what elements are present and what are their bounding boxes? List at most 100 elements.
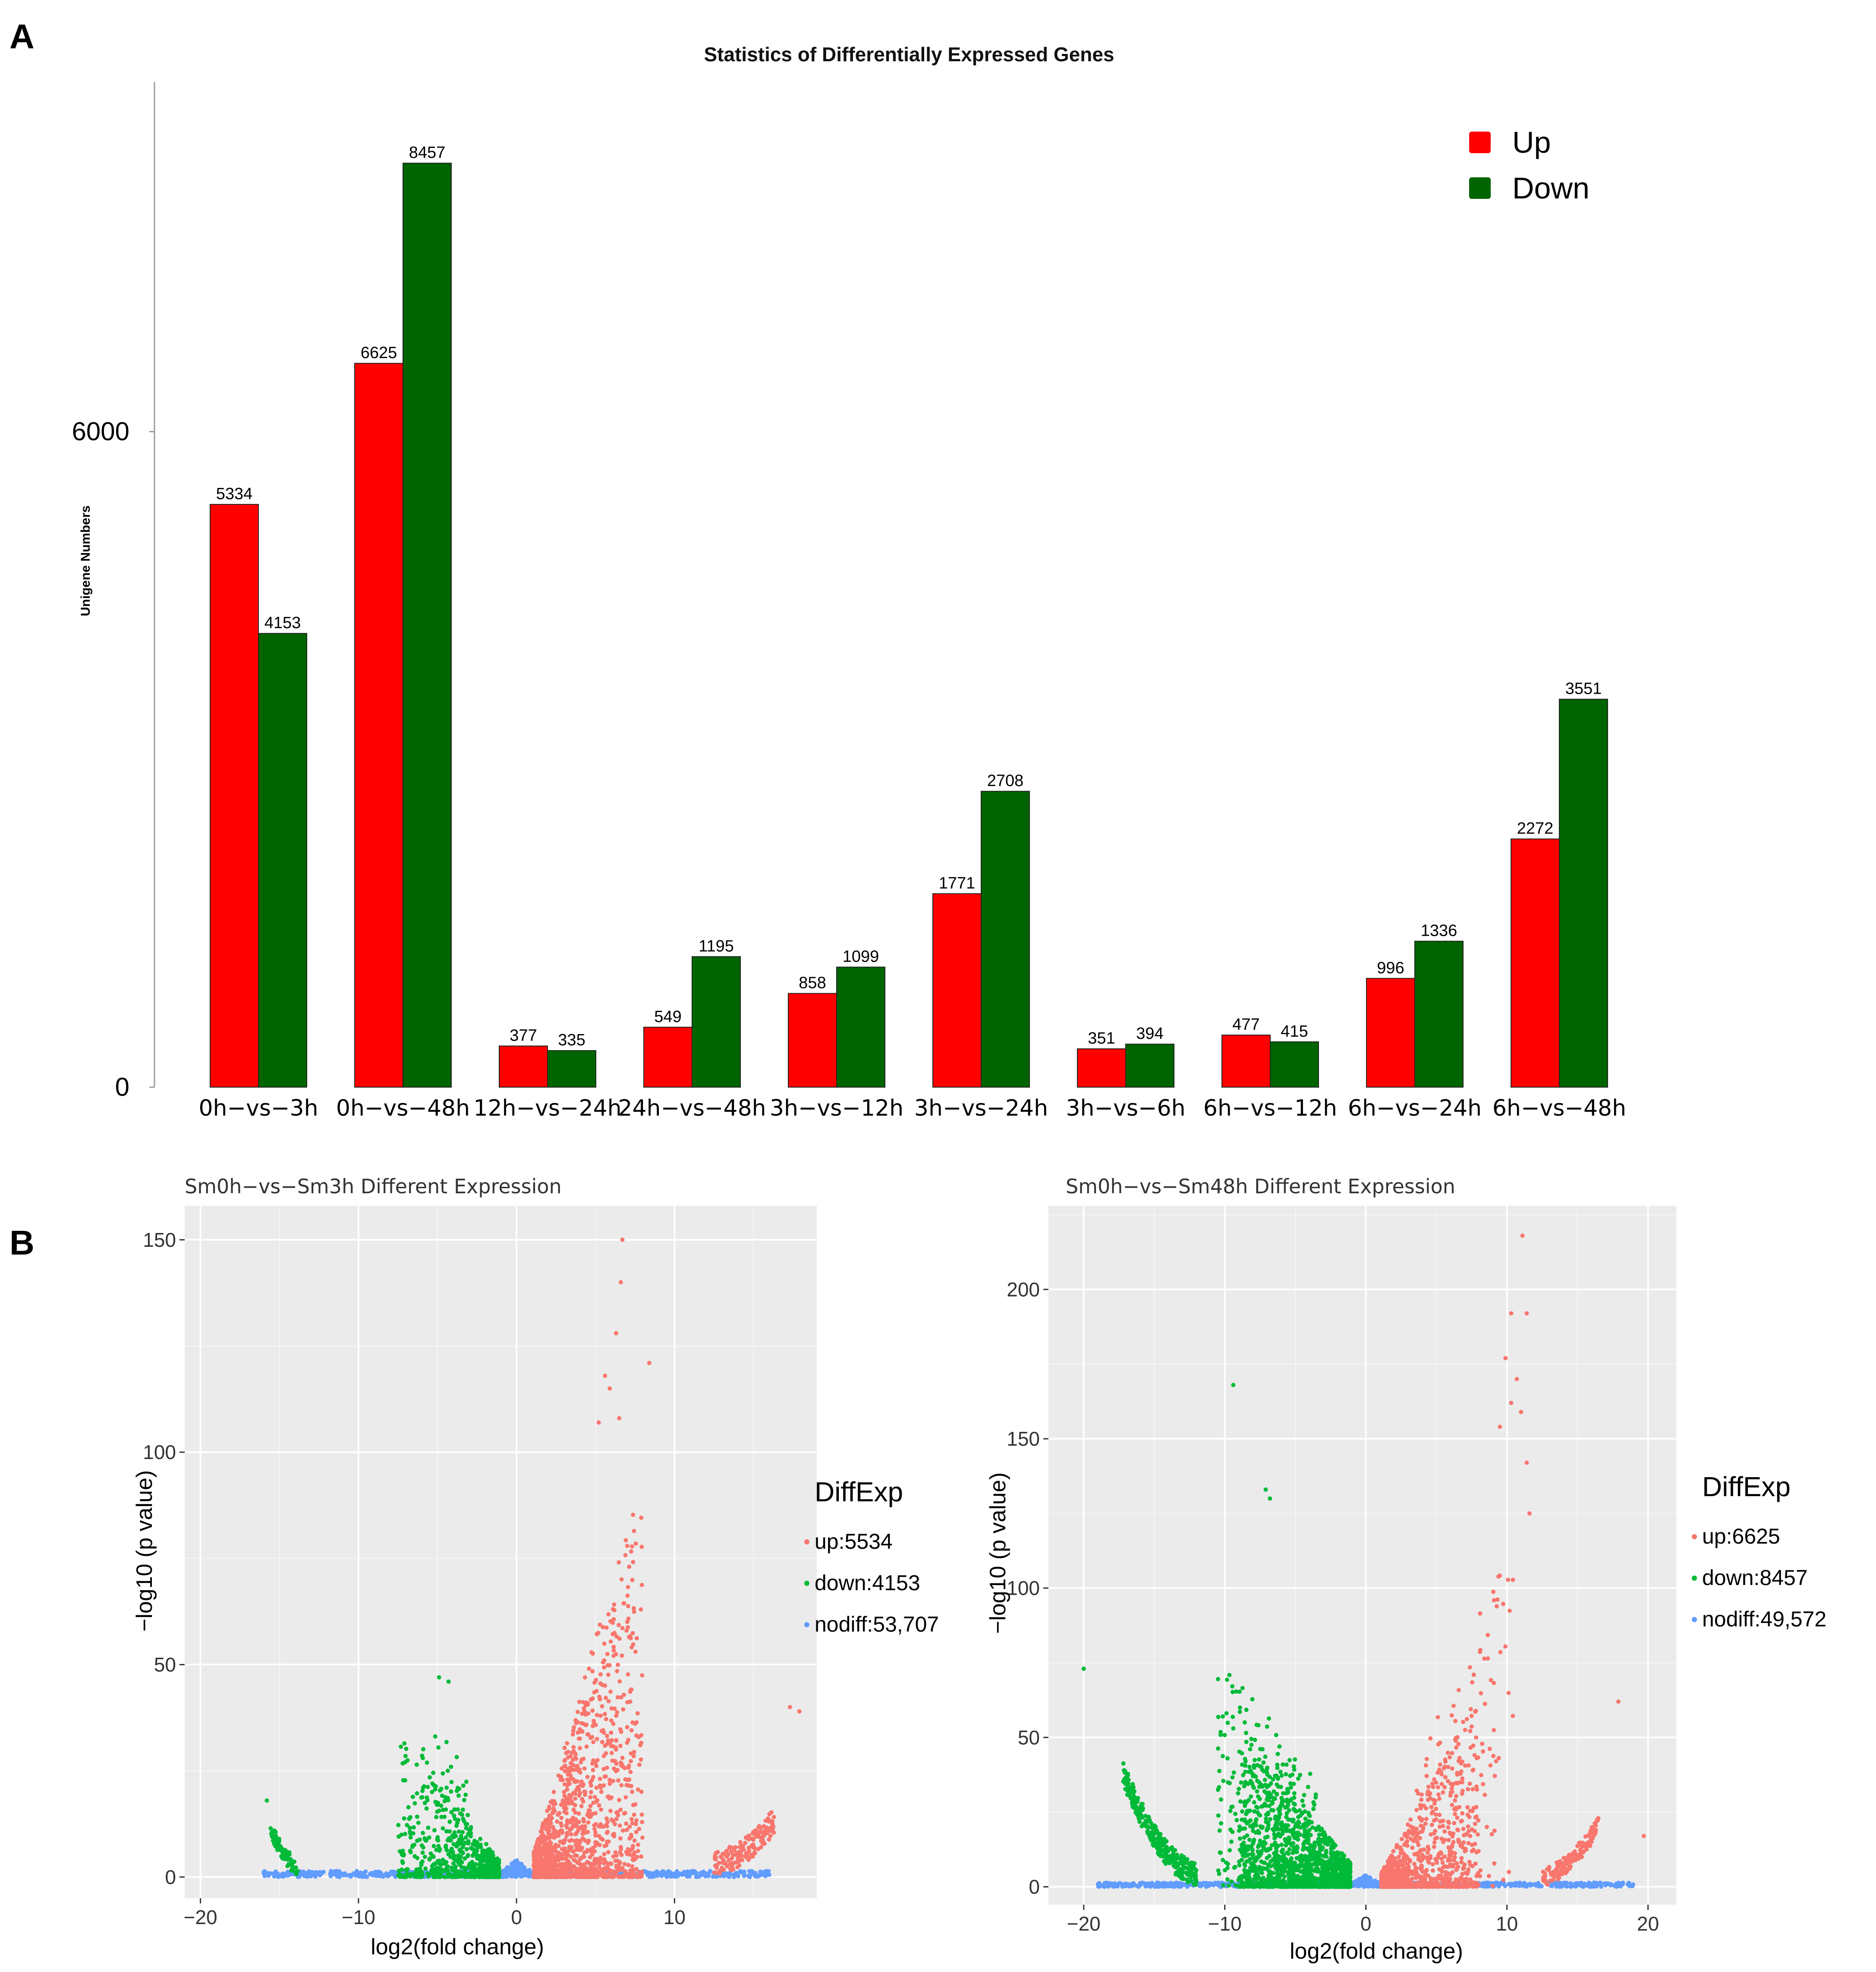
up-point (1446, 1825, 1451, 1830)
up-point (625, 1725, 630, 1730)
up-point (1453, 1812, 1457, 1816)
up-point (1414, 1808, 1419, 1812)
data-label: 8457 (409, 144, 446, 162)
up-point (1445, 1779, 1450, 1783)
down-point (473, 1841, 478, 1846)
up-point (589, 1871, 593, 1876)
down-point (469, 1834, 473, 1839)
down-point (422, 1801, 427, 1805)
down-point (478, 1837, 483, 1841)
up-point (606, 1850, 611, 1855)
nodiff-point (316, 1871, 321, 1876)
bar-up (932, 893, 982, 1088)
up-point (627, 1836, 632, 1841)
nodiff-point (686, 1870, 691, 1875)
up-point (628, 1759, 633, 1764)
up-point (598, 1697, 602, 1702)
nodiff-point (1357, 1884, 1361, 1888)
down-point (268, 1826, 273, 1830)
up-point (1465, 1805, 1470, 1810)
up-point (614, 1738, 619, 1742)
bar-chart-y-axis-title: Unigene Numbers (79, 506, 93, 616)
up-point (626, 1763, 631, 1768)
down-point (412, 1871, 417, 1875)
up-point (588, 1736, 593, 1740)
category-label: 3h−vs−12h (770, 1095, 903, 1121)
nodiff-point (1627, 1882, 1632, 1887)
up-point (628, 1770, 633, 1774)
down-point (425, 1795, 429, 1800)
down-point (476, 1872, 481, 1877)
up-point (746, 1857, 751, 1862)
data-label: 1771 (939, 874, 976, 892)
nodiff-point (1152, 1884, 1157, 1889)
nodiff-point (1599, 1884, 1604, 1889)
volcano-right-title: Sm0h−vs−Sm48h Different Expression (1066, 1175, 1455, 1198)
up-point (579, 1804, 584, 1808)
down-point (410, 1794, 415, 1799)
up-point (580, 1824, 585, 1829)
nodiff-point (523, 1871, 527, 1876)
up-point (1439, 1851, 1444, 1856)
up-point (595, 1713, 599, 1717)
nodiff-point (365, 1875, 369, 1879)
down-point (431, 1867, 436, 1872)
down-point (408, 1835, 413, 1840)
up-point (589, 1867, 594, 1872)
up-point (548, 1819, 553, 1824)
nodiff-point (510, 1862, 514, 1866)
volcano-plot-0h-vs-48h: Sm0h−vs−Sm48h Different Expression −20 −1… (985, 1175, 1826, 1964)
down-point (457, 1862, 462, 1867)
up-point (613, 1859, 618, 1863)
bar-chart: Statistics of Differentially Expressed G… (72, 43, 1627, 1121)
up-point (609, 1751, 614, 1755)
nodiff-point (328, 1871, 333, 1875)
nodiff-point (1564, 1881, 1569, 1885)
up-point (1410, 1846, 1415, 1850)
up-point (573, 1796, 578, 1801)
up-point (598, 1777, 602, 1781)
up-point (577, 1867, 582, 1872)
up-point (640, 1820, 645, 1824)
bar-down (1414, 940, 1464, 1088)
down-point (412, 1801, 417, 1806)
nodiff-point (275, 1871, 280, 1876)
up-point (623, 1553, 628, 1557)
up-point (632, 1850, 637, 1855)
down-point (435, 1835, 440, 1840)
nodiff-point (368, 1872, 373, 1877)
up-point (609, 1795, 614, 1800)
up-point (630, 1544, 634, 1549)
up-point (584, 1744, 589, 1749)
up-point (736, 1856, 740, 1861)
down-point (293, 1865, 298, 1870)
up-point (633, 1721, 637, 1726)
up-point (618, 1727, 623, 1732)
up-point (554, 1858, 559, 1863)
up-point (602, 1774, 607, 1779)
down-point (445, 1864, 450, 1869)
down-point (397, 1873, 401, 1878)
nodiff-point (1536, 1884, 1541, 1889)
up-point (533, 1867, 538, 1871)
up-point (597, 1857, 601, 1862)
down-point (420, 1795, 425, 1799)
up-point (1453, 1798, 1457, 1803)
down-point (474, 1862, 478, 1867)
up-point (747, 1836, 752, 1840)
nodiff-point (708, 1869, 712, 1874)
data-label: 5334 (216, 485, 253, 503)
nodiff-point (664, 1875, 669, 1879)
up-point (769, 1818, 774, 1823)
up-point (588, 1795, 593, 1799)
up-point (606, 1867, 611, 1871)
y-tick-label: 150 (143, 1229, 176, 1251)
up-point (712, 1856, 717, 1861)
up-point (556, 1830, 560, 1834)
down-point (456, 1829, 461, 1834)
up-point (563, 1769, 567, 1774)
nodiff-point (1373, 1878, 1378, 1883)
up-point (591, 1739, 596, 1744)
nodiff-point (518, 1872, 523, 1877)
